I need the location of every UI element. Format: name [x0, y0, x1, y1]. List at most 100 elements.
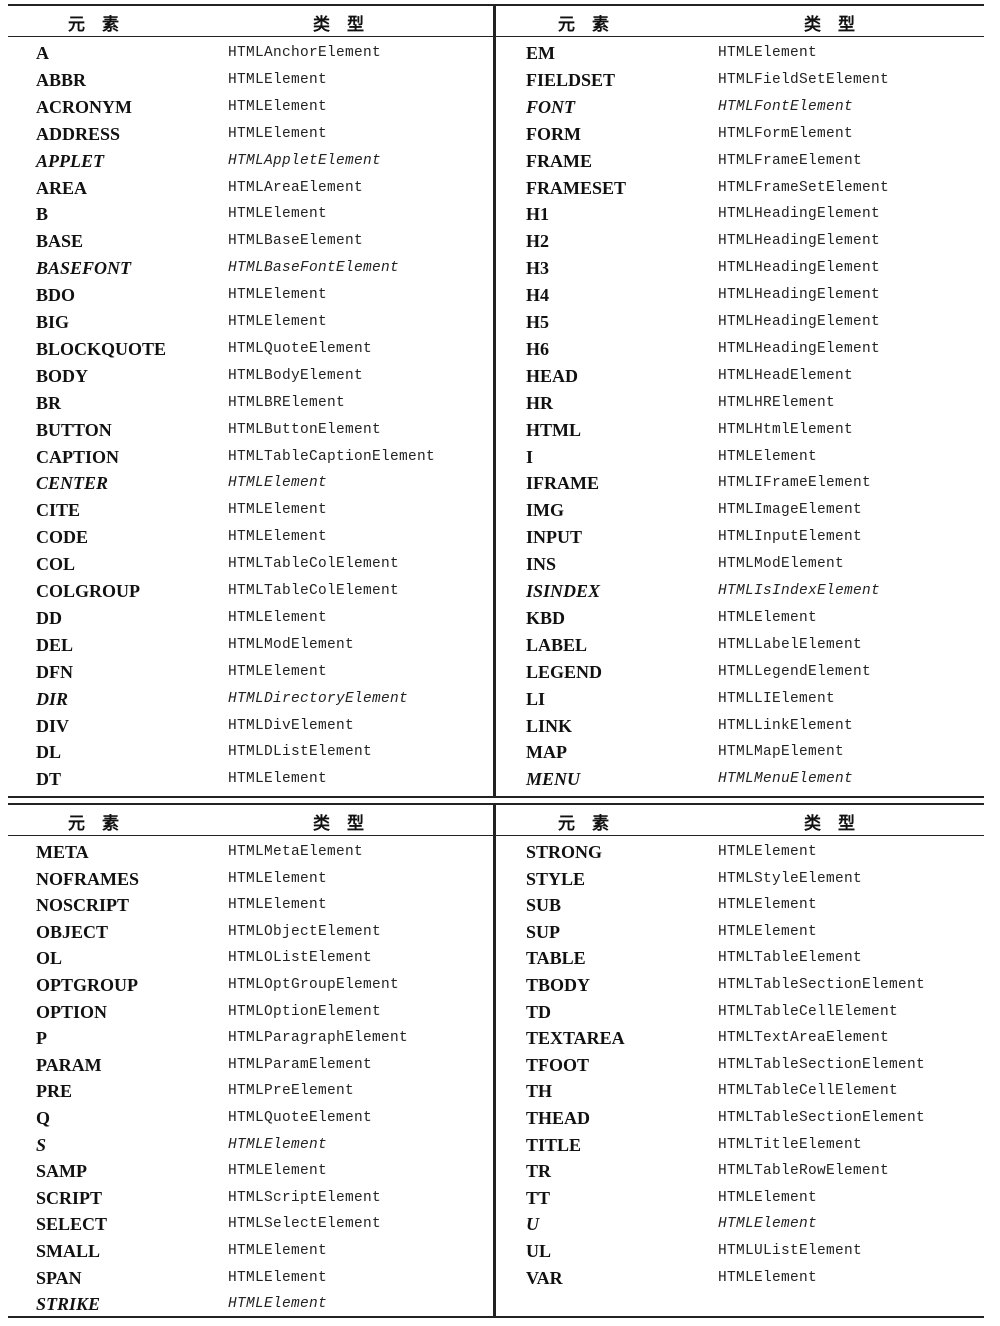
- element-type: HTMLDivElement: [228, 717, 355, 734]
- element-name: FRAME: [526, 150, 592, 171]
- table-row: BODY HTMLBodyElement: [8, 363, 493, 390]
- element-type: HTMLLinkElement: [718, 717, 854, 734]
- table-row: LABEL HTMLLabelElement: [496, 632, 984, 659]
- table-half-right: 元 素 类 型 EM HTMLElement FIELDSET HTMLFieldSe…: [496, 6, 984, 796]
- element-type: HTMLElement: [718, 923, 818, 940]
- table-row: FRAMESET HTMLFrameSetElement: [496, 175, 984, 202]
- table-row: META HTMLMetaElement: [8, 839, 493, 866]
- table-row: FRAME HTMLFrameElement: [496, 148, 984, 175]
- element-type: HTMLTableCellElement: [718, 1003, 899, 1020]
- element-type: HTMLTableCaptionElement: [228, 448, 436, 465]
- table-row: PRE HTMLPreElement: [8, 1078, 493, 1105]
- element-name: VAR: [526, 1267, 563, 1288]
- element-type: HTMLTitleElement: [718, 1136, 863, 1153]
- element-type: HTMLOptionElement: [228, 1003, 382, 1020]
- table-row: OL HTMLOListElement: [8, 945, 493, 972]
- table-row: STRIKE HTMLElement: [8, 1291, 493, 1318]
- table-row: NOSCRIPT HTMLElement: [8, 892, 493, 919]
- element-name: HTML: [526, 419, 582, 440]
- table-row: AREA HTMLAreaElement: [8, 175, 493, 202]
- element-name: BODY: [36, 365, 89, 386]
- table-row: VAR HTMLElement: [496, 1265, 984, 1292]
- element-type: HTMLAreaElement: [228, 179, 364, 196]
- element-type: HTMLFieldSetElement: [718, 71, 890, 88]
- element-type: HTMLLabelElement: [718, 636, 863, 653]
- table-row: DFN HTMLElement: [8, 659, 493, 686]
- element-name: IFRAME: [526, 473, 599, 494]
- element-name: Q: [36, 1108, 51, 1128]
- element-name: I: [526, 446, 534, 467]
- table-row: THEAD HTMLTableSectionElement: [496, 1105, 984, 1132]
- table-row: H6 HTMLHeadingElement: [496, 336, 984, 363]
- element-type: HTMLElement: [228, 71, 328, 88]
- element-type: HTMLElement: [228, 206, 328, 223]
- table-row: SAMP HTMLElement: [8, 1158, 493, 1185]
- table-row: BASEFONT HTMLBaseFontElement: [8, 255, 493, 282]
- element-type: HTMLMapElement: [718, 744, 845, 761]
- element-name: PARAM: [36, 1054, 102, 1075]
- element-name: TABLE: [526, 948, 586, 969]
- element-name: OBJECT: [36, 921, 109, 942]
- element-type: HTMLOListElement: [228, 950, 373, 967]
- table-row: UL HTMLUListElement: [496, 1238, 984, 1265]
- table-row: FIELDSET HTMLFieldSetElement: [496, 67, 984, 94]
- element-name: CENTER: [36, 473, 109, 494]
- element-name: SAMP: [36, 1161, 87, 1182]
- element-name: ISINDEX: [526, 581, 601, 601]
- table-row: BASE HTMLBaseElement: [8, 228, 493, 255]
- element-type: HTMLModElement: [228, 636, 355, 653]
- element-type: HTMLTextAreaElement: [718, 1030, 890, 1047]
- element-type: HTMLElement: [228, 529, 328, 546]
- element-name: SELECT: [36, 1214, 108, 1235]
- element-type: HTMLElement: [228, 475, 328, 492]
- element-type: HTMLTableCellElement: [718, 1083, 899, 1100]
- element-type: HTMLElement: [228, 1243, 328, 1259]
- element-name: FONT: [526, 96, 575, 117]
- element-name: FORM: [526, 123, 581, 144]
- element-name: STRIKE: [36, 1294, 101, 1315]
- element-name: S: [36, 1134, 47, 1155]
- element-name: DFN: [36, 661, 73, 682]
- element-type: HTMLElement: [228, 1136, 328, 1153]
- element-name: INS: [526, 554, 557, 575]
- element-type: HTMLScriptElement: [228, 1189, 382, 1206]
- element-type: HTMLHeadingElement: [718, 340, 881, 357]
- element-type: HTMLStyleElement: [718, 870, 863, 887]
- table-row: BDO HTMLElement: [8, 282, 493, 309]
- element-type: HTMLElement: [228, 897, 328, 914]
- element-name: ADDRESS: [36, 123, 121, 144]
- table-row: SUP HTMLElement: [496, 919, 984, 946]
- element-type: HTMLQuoteElement: [228, 1110, 373, 1126]
- table-row: ABBR HTMLElement: [8, 67, 493, 94]
- table-row: FORM HTMLFormElement: [496, 121, 984, 148]
- table-row: INS HTMLModElement: [496, 551, 984, 578]
- element-type: HTMLElement: [718, 1189, 818, 1206]
- element-type: HTMLImageElement: [718, 502, 863, 519]
- element-name: MENU: [526, 769, 581, 790]
- table-row: IFRAME HTMLIFrameElement: [496, 470, 984, 497]
- element-name: DIV: [36, 715, 70, 736]
- table-header: 元 素 类 型: [8, 6, 493, 37]
- element-name: OL: [36, 948, 63, 969]
- table-row: CODE HTMLElement: [8, 524, 493, 551]
- table-row: PARAM HTMLParamElement: [8, 1052, 493, 1079]
- table-row: TITLE HTMLTitleElement: [496, 1132, 984, 1159]
- element-type: HTMLHeadingElement: [718, 287, 881, 304]
- element-type: HTMLElement: [228, 125, 328, 142]
- element-name: STRONG: [526, 842, 603, 862]
- table-row: STRONG HTMLElement: [496, 839, 984, 866]
- element-type: HTMLUListElement: [718, 1243, 863, 1259]
- table-row: H3 HTMLHeadingElement: [496, 255, 984, 282]
- element-name: B: [36, 204, 49, 225]
- element-type: HTMLParamElement: [228, 1056, 373, 1073]
- element-name: HR: [526, 392, 553, 413]
- table-row: U HTMLElement: [496, 1211, 984, 1238]
- element-name: SCRIPT: [36, 1187, 103, 1208]
- element-type: HTMLTableRowElement: [718, 1163, 890, 1180]
- element-type: HTMLElement: [718, 1269, 818, 1286]
- element-name: H6: [526, 338, 550, 359]
- table-row: DIR HTMLDirectoryElement: [8, 686, 493, 713]
- element-type: HTMLElement: [228, 1163, 328, 1180]
- table-row: TFOOT HTMLTableSectionElement: [496, 1052, 984, 1079]
